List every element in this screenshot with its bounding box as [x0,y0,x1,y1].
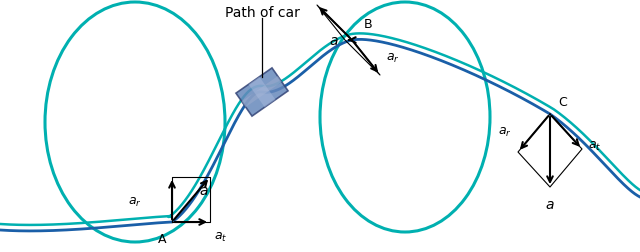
Text: $a_r$: $a_r$ [386,52,400,65]
Text: Path of car: Path of car [225,6,300,20]
Polygon shape [248,77,275,108]
Text: $a_r$: $a_r$ [128,195,142,208]
Text: A: A [157,232,166,245]
Text: B: B [364,18,372,31]
Text: $a_t$: $a_t$ [214,230,227,243]
Text: $a_t$: $a_t$ [588,139,602,152]
Text: $a$: $a$ [545,197,555,211]
Text: $a$: $a$ [329,34,339,48]
Polygon shape [242,77,282,108]
Text: $a_r$: $a_r$ [499,125,512,138]
Text: $a$: $a$ [199,183,209,198]
Text: C: C [558,96,567,109]
Polygon shape [236,69,288,117]
